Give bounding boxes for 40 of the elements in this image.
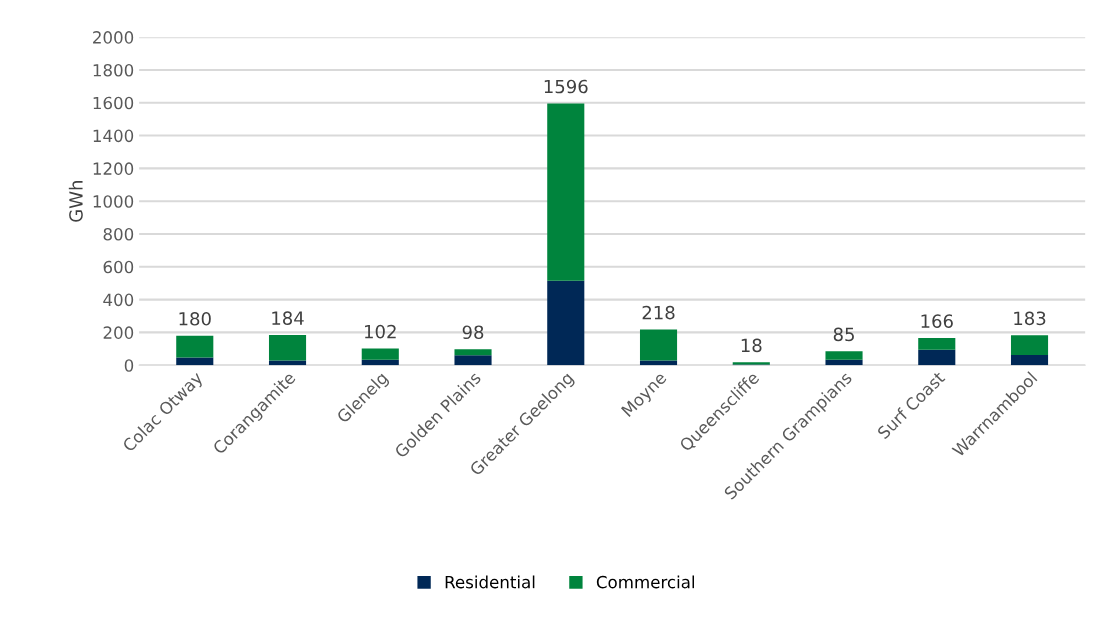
y-tick-label: 1800	[93, 63, 134, 77]
total-label: 218	[642, 305, 675, 320]
y-tick-label: 600	[103, 260, 134, 274]
total-label: 184	[272, 311, 304, 325]
bar	[268, 335, 307, 361]
y-tick-label: 800	[103, 227, 134, 241]
bar	[547, 280, 585, 366]
y-tick-label: 400	[103, 293, 134, 307]
bar	[176, 357, 214, 366]
bar	[454, 355, 492, 366]
bar	[639, 329, 678, 361]
bar	[639, 360, 678, 366]
bar	[176, 335, 214, 358]
bar	[918, 349, 956, 366]
y-tick-label: 1200	[93, 162, 134, 175]
y-tick-label: 2000	[93, 31, 134, 44]
total-label: 18	[741, 338, 762, 353]
y-tick-label: 200	[103, 326, 134, 339]
y-axis-title: GWh	[68, 181, 83, 222]
bar	[825, 359, 863, 366]
total-label: 98	[462, 325, 484, 340]
total-label: 85	[833, 327, 854, 342]
bar	[361, 348, 399, 360]
total-label: 183	[1014, 311, 1046, 326]
bar	[454, 349, 492, 356]
y-tick-label: 1000	[93, 195, 134, 208]
bar	[918, 337, 956, 350]
bar	[1010, 354, 1049, 366]
bar	[1010, 335, 1049, 355]
bar	[825, 351, 863, 360]
y-tick-label: 1600	[93, 96, 134, 110]
total-label: 166	[921, 314, 953, 328]
y-tick-label: 0	[124, 359, 134, 372]
total-label: 180	[179, 311, 211, 326]
y-tick-label: 1400	[93, 129, 134, 143]
bar	[547, 103, 585, 281]
legend-label: Commercial	[596, 575, 695, 589]
total-label: 1596	[544, 79, 588, 94]
legend-label: Residential	[445, 575, 535, 589]
total-label: 102	[365, 324, 396, 339]
